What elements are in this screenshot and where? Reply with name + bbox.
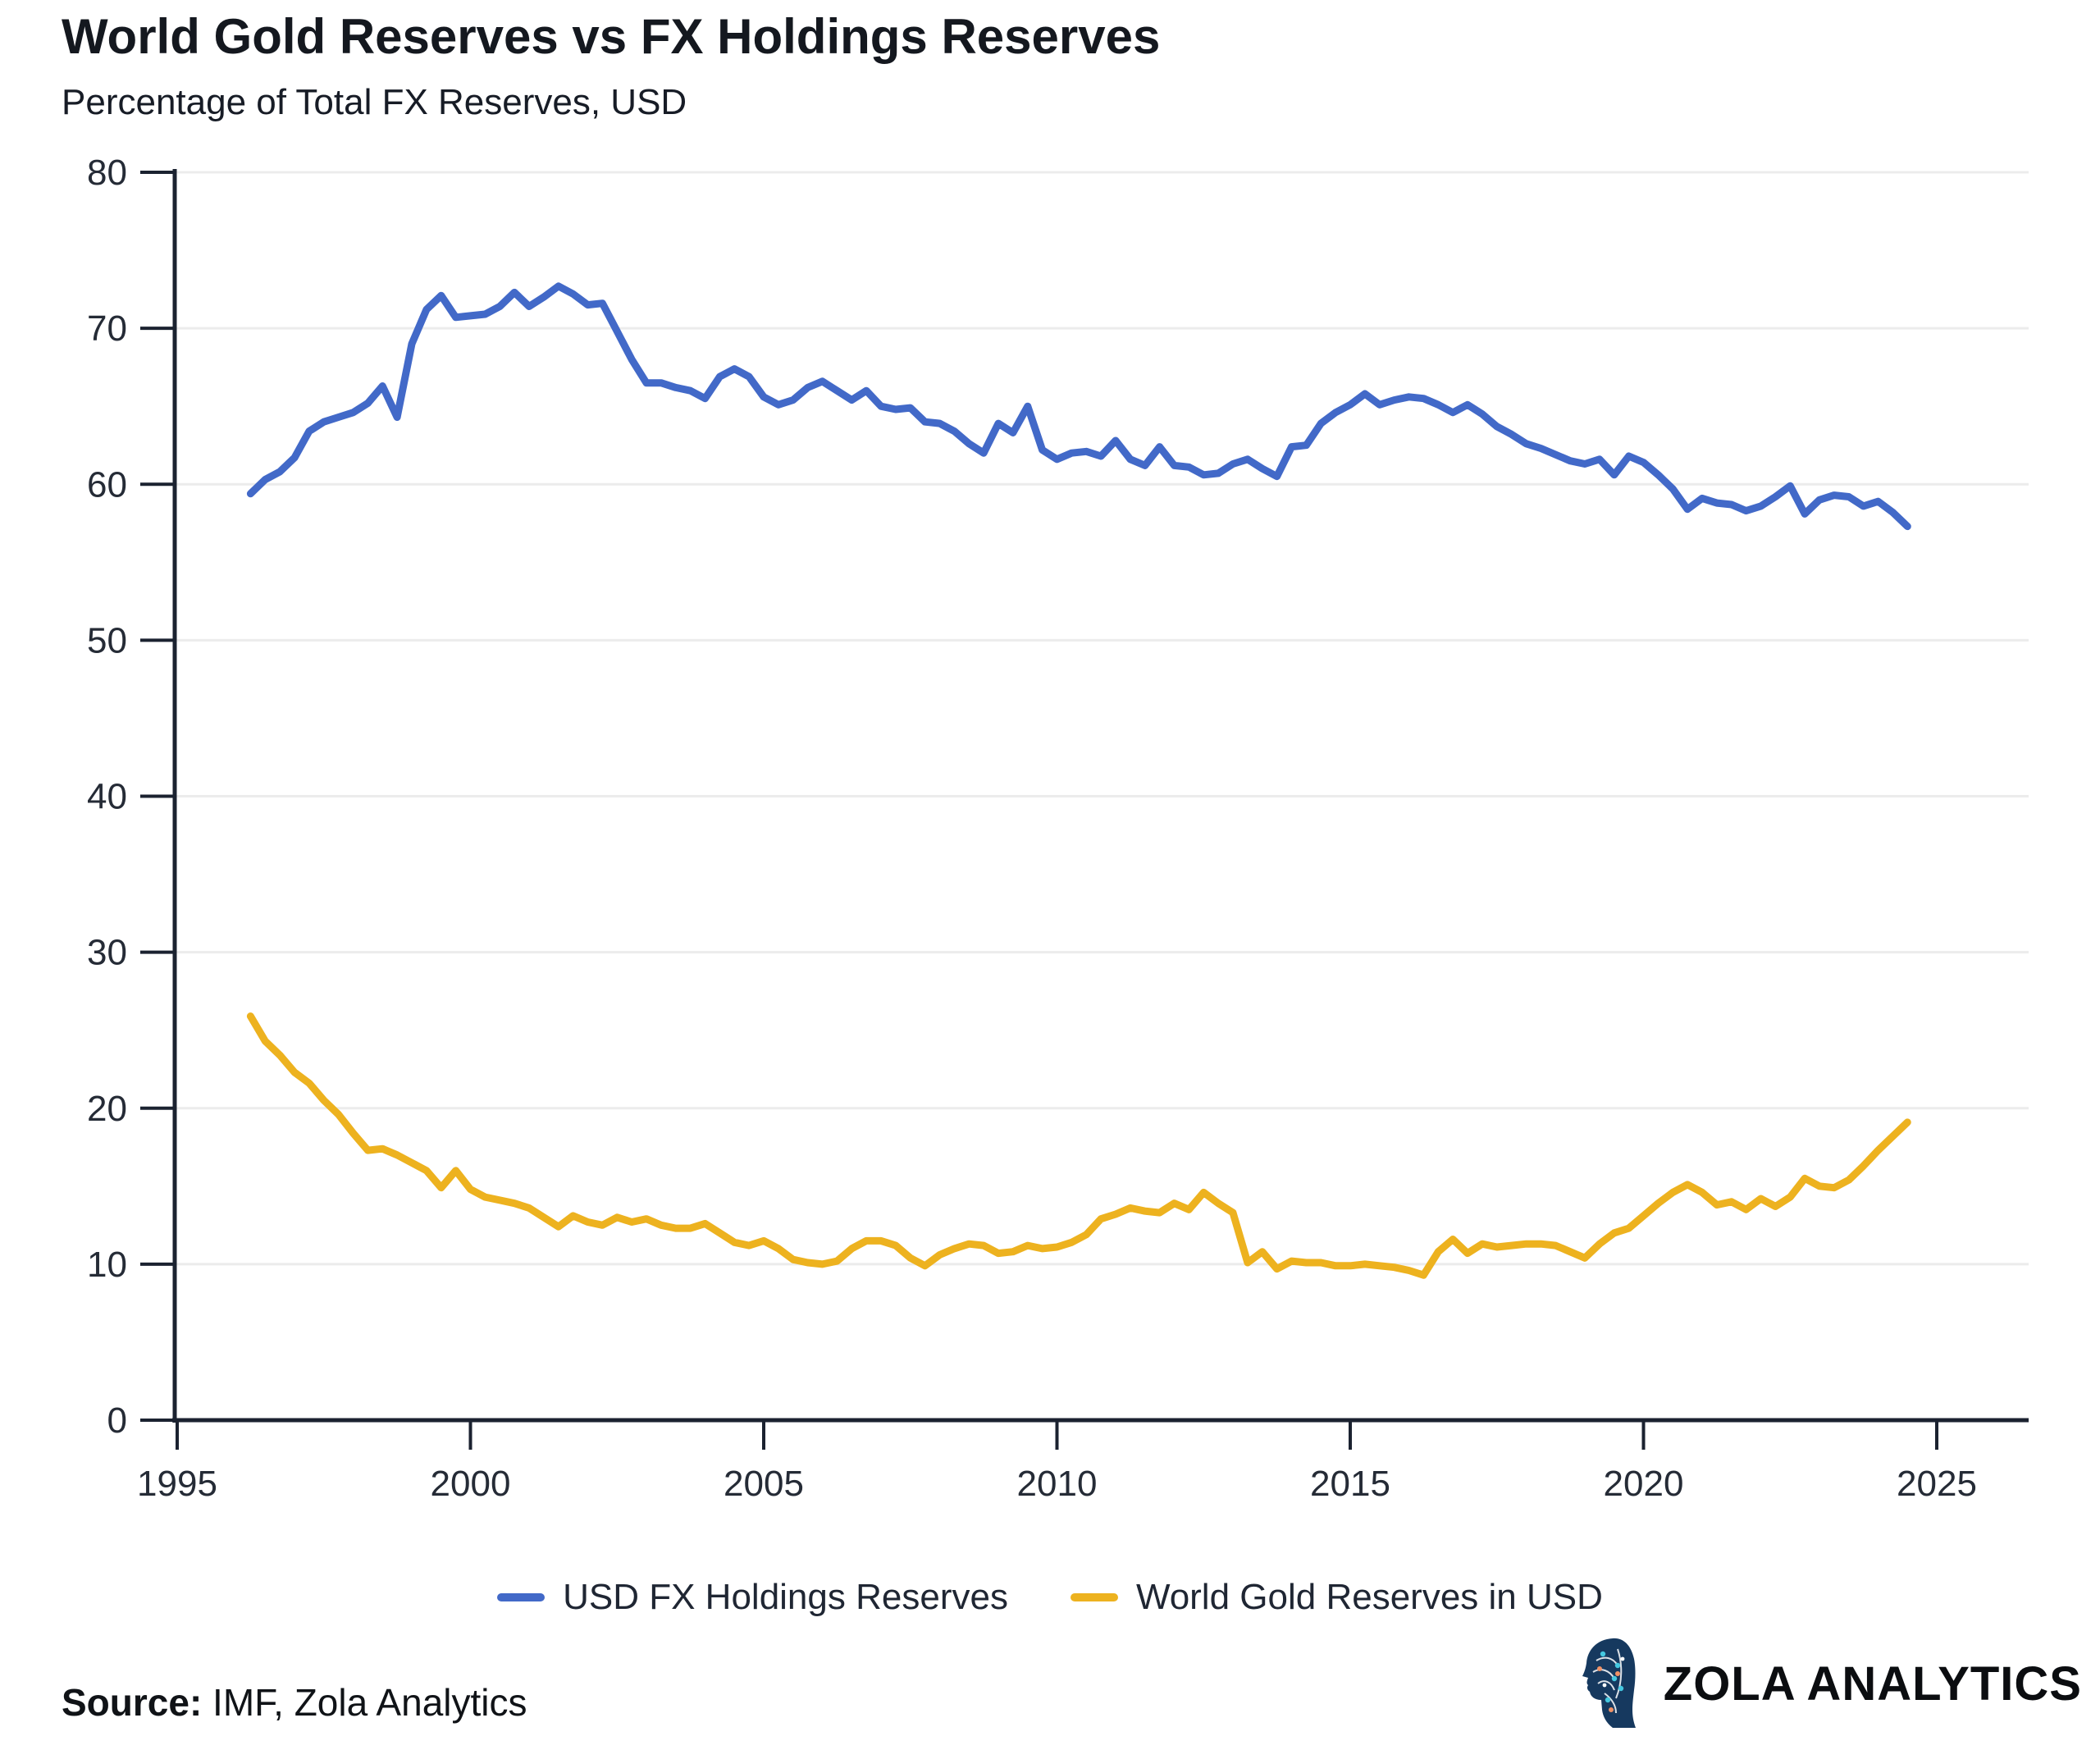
usd-fx-legend-dash-icon — [497, 1593, 546, 1601]
y-tick-label: 20 — [87, 1089, 127, 1129]
legend-item-gold: World Gold Reserves in USD — [1070, 1577, 1603, 1618]
chart-legend: USD FX Holdings Reserves World Gold Rese… — [0, 1577, 2100, 1618]
page-subtitle: Percentage of Total FX Reserves, USD — [62, 82, 687, 122]
gridlines — [175, 171, 2029, 1266]
chart-svg: 0 10 20 30 40 50 60 70 80 1995 2000 2005 2010 2015 202… — [87, 153, 2029, 1504]
x-tick-label: 2010 — [1017, 1464, 1098, 1504]
usd-fx-series-line — [246, 282, 1911, 531]
legend-label-gold: World Gold Reserves in USD — [1135, 1577, 1603, 1617]
y-tick-label: 10 — [87, 1245, 127, 1285]
y-tick-label: 60 — [87, 464, 127, 505]
legend-item-usd-fx: USD FX Holdings Reserves — [497, 1577, 1008, 1618]
zola-logo-text: ZOLA ANALYTICS — [1663, 1656, 2082, 1711]
x-tick-label: 2005 — [724, 1464, 804, 1504]
source-label: Source: — [62, 1681, 203, 1724]
series-lines — [246, 282, 1911, 1279]
legend-label-usd-fx: USD FX Holdings Reserves — [563, 1577, 1008, 1617]
y-axis-ticks: 0 10 20 30 40 50 60 70 80 — [87, 153, 175, 1441]
gold-series-line — [246, 1012, 1911, 1279]
y-tick-label: 0 — [107, 1400, 127, 1441]
source-line: Source: IMF, Zola Analytics — [62, 1680, 527, 1725]
x-axis-ticks: 1995 2000 2005 2010 2015 2020 2025 — [137, 1420, 1977, 1504]
y-tick-label: 50 — [87, 620, 127, 660]
x-tick-label: 2020 — [1604, 1464, 1684, 1504]
y-tick-label: 70 — [87, 308, 127, 349]
zola-head-icon — [1582, 1638, 1636, 1728]
page-title: World Gold Reserves vs FX Holdings Reser… — [62, 9, 1161, 64]
zola-logo: ZOLA ANALYTICS — [1580, 1634, 2082, 1733]
y-tick-label: 30 — [87, 933, 127, 973]
x-tick-label: 2000 — [431, 1464, 511, 1504]
y-tick-label: 80 — [87, 153, 127, 193]
x-tick-label: 1995 — [137, 1464, 217, 1504]
y-tick-label: 40 — [87, 777, 127, 817]
source-text: IMF, Zola Analytics — [202, 1681, 527, 1724]
gold-legend-dash-icon — [1070, 1593, 1118, 1601]
x-tick-label: 2015 — [1310, 1464, 1390, 1504]
x-tick-label: 2025 — [1897, 1464, 1977, 1504]
